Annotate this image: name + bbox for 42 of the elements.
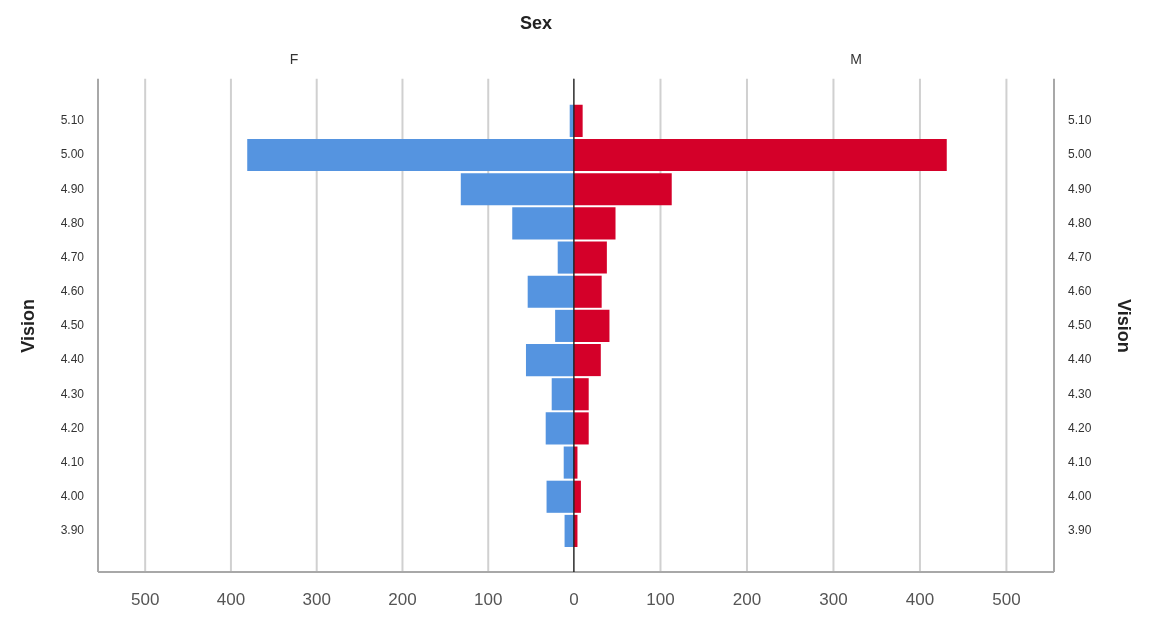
- chart-subtitle: F: [289, 51, 299, 68]
- x-tick-label: 400: [216, 589, 246, 609]
- x-tick-label: 500: [130, 589, 160, 609]
- x-tick-label: 300: [302, 589, 331, 609]
- y-tick-label: 5.10: [1068, 113, 1092, 128]
- y-tick-label: 5.00: [60, 147, 85, 162]
- y-tick-label: 5.00: [1068, 147, 1092, 162]
- y-tick-label: 4.00: [1068, 489, 1092, 504]
- y-tick-label: 4.50: [60, 318, 85, 333]
- y-tick-label: 4.10: [60, 454, 85, 469]
- y-tick-label: 4.10: [1068, 454, 1092, 469]
- x-tick-label: 300: [819, 589, 848, 609]
- y-tick-label: 4.60: [60, 284, 85, 299]
- y-tick-label: 4.30: [1068, 386, 1092, 401]
- y-tick-label: 4.40: [60, 352, 85, 367]
- y-axis-title: Vision: [1114, 299, 1135, 353]
- y-tick-label: 4.20: [60, 420, 85, 435]
- y-tick-label: 4.80: [60, 215, 85, 230]
- x-tick-label: 0: [569, 589, 579, 609]
- y-tick-label: 3.90: [60, 523, 85, 538]
- y-tick-label: 4.70: [1068, 249, 1092, 264]
- y-tick-label: 4.30: [60, 386, 85, 401]
- x-tick-label: 400: [905, 589, 935, 609]
- y-tick-label: 4.70: [60, 249, 85, 264]
- y-tick-label: 4.00: [60, 489, 85, 504]
- y-tick-label: 3.90: [1068, 523, 1092, 538]
- x-tick-label: 200: [732, 589, 762, 609]
- y-tick-label: 5.10: [60, 113, 85, 128]
- x-tick-label: 200: [388, 589, 417, 609]
- y-tick-label: 4.90: [60, 181, 85, 196]
- x-tick-label: 500: [992, 589, 1021, 609]
- y-tick-label: 4.80: [1068, 215, 1092, 230]
- y-tick-label: 4.40: [1068, 352, 1092, 367]
- chart-title: Sex: [519, 12, 553, 35]
- y-tick-label: 4.90: [1068, 181, 1092, 196]
- chart-subtitle: M: [850, 51, 862, 68]
- y-tick-label: 4.20: [1068, 420, 1092, 435]
- y-tick-label: 4.50: [1068, 318, 1092, 333]
- x-tick-label: 100: [474, 589, 503, 609]
- y-axis-title: Vision: [17, 299, 38, 353]
- y-tick-label: 4.60: [1068, 284, 1092, 299]
- x-tick-label: 100: [646, 589, 675, 609]
